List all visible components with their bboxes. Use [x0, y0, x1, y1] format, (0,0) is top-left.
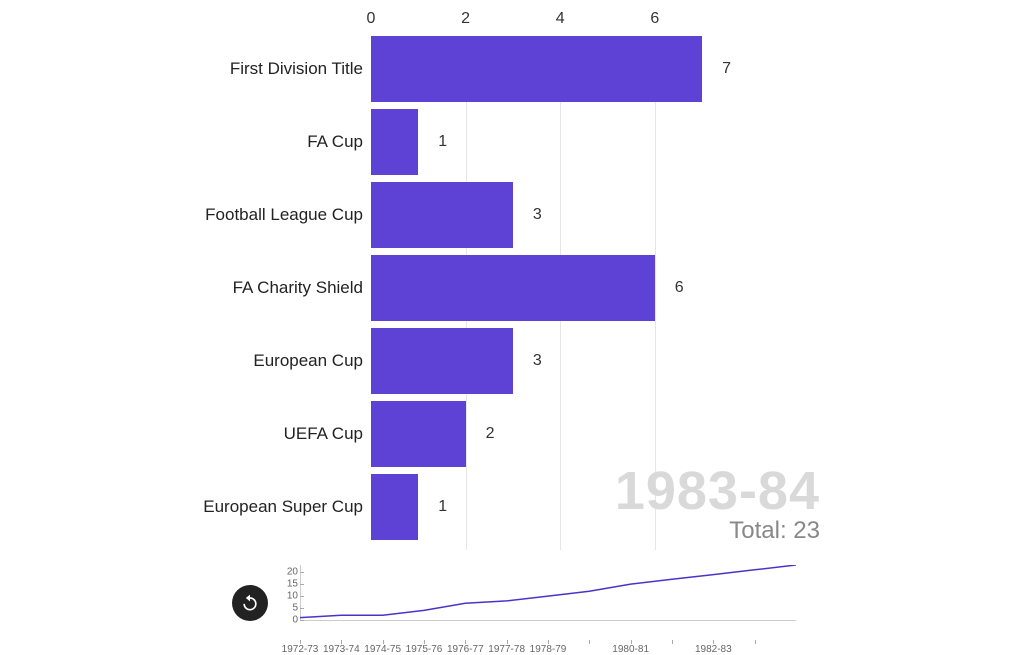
mini-y-tick-label: 0: [292, 615, 298, 626]
bar-value-label: 2: [486, 425, 495, 443]
mini-y-tick: [300, 608, 304, 609]
bar: [371, 474, 418, 540]
x-tick-label: 6: [650, 10, 659, 28]
mini-x-axis: [300, 620, 796, 621]
mini-y-tick-label: 5: [292, 603, 298, 614]
bar-value-label: 3: [533, 352, 542, 370]
bar-value-label: 1: [438, 498, 447, 516]
bar: [371, 255, 655, 321]
bar-value-label: 6: [675, 279, 684, 297]
total-overlay: Total: 23: [729, 517, 820, 545]
bar: [371, 36, 702, 102]
replay-button[interactable]: [232, 585, 268, 621]
bar: [371, 182, 513, 248]
replay-icon: [240, 593, 260, 613]
bar-row: FA Charity Shield6: [371, 251, 821, 324]
bar-row: First Division Title7: [371, 32, 821, 105]
mini-line-chart: 051015201972-731973-741974-751975-761976…: [300, 565, 800, 640]
bar-value-label: 7: [722, 60, 731, 78]
bar-value-label: 1: [438, 133, 447, 151]
mini-y-tick-label: 10: [287, 591, 298, 602]
mini-x-tick: [672, 640, 673, 644]
mini-x-tick: [589, 640, 590, 644]
mini-line-svg: [300, 565, 796, 620]
x-tick-label: 4: [556, 10, 565, 28]
mini-y-tick: [300, 572, 304, 573]
bar-category-label: UEFA Cup: [284, 424, 363, 444]
bar: [371, 328, 513, 394]
bar-row: European Cup3: [371, 324, 821, 397]
bar: [371, 109, 418, 175]
bar-category-label: European Cup: [253, 351, 363, 371]
mini-y-tick-label: 20: [287, 567, 298, 578]
mini-line-path: [300, 565, 796, 618]
bar-category-label: First Division Title: [230, 59, 363, 79]
bar-row: FA Cup1: [371, 105, 821, 178]
bar-row: Football League Cup3: [371, 178, 821, 251]
x-axis: 0246: [371, 10, 821, 28]
mini-y-tick: [300, 584, 304, 585]
x-tick-label: 0: [367, 10, 376, 28]
x-tick-label: 2: [461, 10, 470, 28]
mini-y-tick-label: 15: [287, 579, 298, 590]
mini-x-tick: [755, 640, 756, 644]
bar: [371, 401, 466, 467]
mini-y-tick: [300, 596, 304, 597]
season-overlay: 1983-84: [615, 460, 820, 522]
bar-value-label: 3: [533, 206, 542, 224]
bar-category-label: European Super Cup: [203, 497, 363, 517]
mini-y-tick: [300, 620, 304, 621]
bar-category-label: Football League Cup: [205, 205, 363, 225]
bar-category-label: FA Cup: [307, 132, 363, 152]
bar-category-label: FA Charity Shield: [233, 278, 363, 298]
